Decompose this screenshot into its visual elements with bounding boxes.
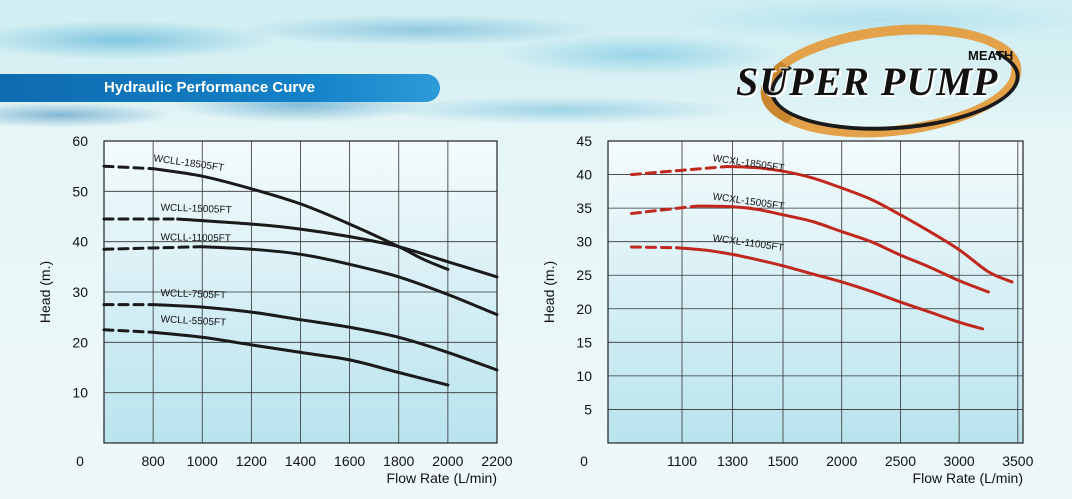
x-tick-label: 3500 [1002, 453, 1033, 469]
x-tick-label: 1000 [187, 453, 218, 469]
y-tick-label: 20 [72, 334, 88, 350]
x-tick-label: 2500 [885, 453, 916, 469]
x-tick-label: 2200 [481, 453, 512, 469]
x-tick-label: 1100 [667, 453, 697, 469]
x-tick-label: 1400 [285, 453, 316, 469]
series-line [151, 330, 450, 387]
origin-label: 0 [580, 453, 588, 469]
y-tick-label: 40 [576, 167, 592, 183]
x-tick-label: 1600 [334, 453, 365, 469]
series-line [176, 217, 499, 279]
y-tick-label: 10 [576, 368, 592, 384]
series-line [726, 165, 1014, 284]
series-label: WCLL-5505FT [160, 314, 226, 328]
series-line [151, 167, 450, 271]
series-dashed-line [102, 164, 155, 171]
y-axis-label: Head (m.) [37, 261, 53, 323]
series-label: WCLL-7505FT [160, 288, 226, 301]
y-axis-label: Head (m.) [541, 261, 557, 323]
y-tick-label: 30 [576, 234, 592, 250]
y-tick-label: 5 [584, 401, 592, 417]
y-tick-label: 35 [576, 200, 592, 216]
x-tick-label: 2000 [432, 453, 463, 469]
x-tick-label: 2000 [826, 453, 857, 469]
series-dashed-line [630, 204, 699, 215]
x-tick-label: 1500 [767, 453, 798, 469]
x-tick-label: 1200 [236, 453, 267, 469]
water-header-background [0, 0, 1072, 130]
banner-title: Hydraulic Performance Curve [0, 74, 440, 102]
y-tick-label: 45 [576, 133, 592, 149]
series-dashed-line [630, 165, 729, 177]
series-line [151, 303, 499, 372]
series-dashed-line [102, 245, 204, 251]
x-tick-label: 1800 [383, 453, 414, 469]
series-line [695, 204, 990, 294]
brand-top-text: MEATH [968, 48, 1014, 63]
series-line [675, 246, 985, 331]
y-tick-label: 25 [576, 267, 592, 283]
series-label: WCLL-11005FT [160, 232, 231, 244]
left-chart: 60 50 40 30 20 10 0 800 1000 1200 1400 1600 1800 2000… [37, 133, 513, 486]
y-tick-label: 60 [72, 133, 88, 149]
y-tick-label: 15 [576, 334, 592, 350]
series-line [200, 245, 499, 317]
brand-logo: MEATH SUPER PUMP [730, 12, 1030, 150]
y-tick-label: 30 [72, 284, 88, 300]
x-tick-label: 1300 [717, 453, 748, 469]
right-chart: 45 40 35 30 25 20 15 10 5 0 1100 1300 1500 2000 2500 30… [541, 133, 1034, 486]
series-dashed-line [102, 328, 155, 334]
x-tick-label: 800 [141, 453, 165, 469]
series-dashed-line [630, 245, 679, 250]
y-tick-label: 50 [72, 183, 88, 199]
x-tick-label: 3000 [944, 453, 975, 469]
plot-area [607, 140, 1024, 444]
brand-name-text: SUPER PUMP [736, 59, 999, 104]
series-label: WCLL-15005FT [160, 202, 231, 215]
x-axis-label: Flow Rate (L/min) [387, 470, 497, 486]
x-axis-label: Flow Rate (L/min) [913, 470, 1023, 486]
y-tick-label: 40 [72, 234, 88, 250]
origin-label: 0 [76, 453, 84, 469]
y-tick-label: 20 [576, 301, 592, 317]
y-tick-label: 10 [72, 385, 88, 401]
